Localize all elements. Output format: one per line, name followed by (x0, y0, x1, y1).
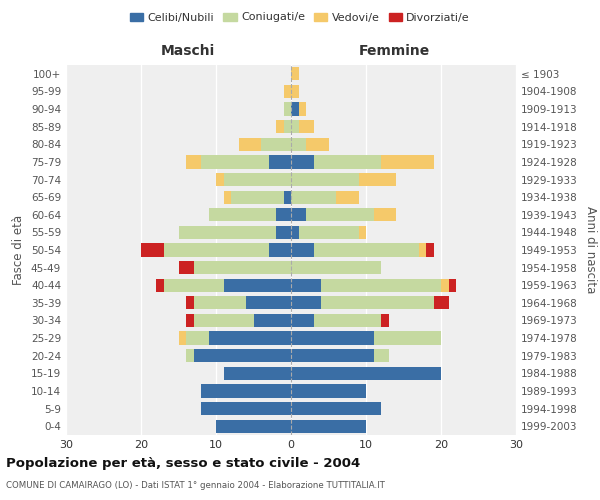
Bar (216, 173, 223, 186)
Bar (186, 314, 193, 327)
Bar (209, 332, 291, 344)
Bar (231, 190, 284, 204)
Bar (156, 278, 163, 292)
Bar (201, 384, 291, 398)
Bar (163, 278, 223, 292)
Bar (291, 402, 381, 415)
Text: Popolazione per età, sesso e stato civile - 2004: Popolazione per età, sesso e stato civil… (6, 458, 360, 470)
Bar (246, 296, 291, 310)
Bar (381, 156, 433, 168)
Bar (291, 366, 441, 380)
Bar (291, 261, 381, 274)
Bar (254, 314, 291, 327)
Bar (269, 156, 291, 168)
Bar (306, 138, 329, 151)
Text: COMUNE DI CAMAIRAGO (LO) - Dati ISTAT 1° gennaio 2004 - Elaborazione TUTTITALIA.: COMUNE DI CAMAIRAGO (LO) - Dati ISTAT 1°… (6, 481, 385, 490)
Bar (284, 190, 291, 204)
Bar (359, 173, 396, 186)
Bar (291, 85, 299, 98)
Bar (291, 244, 314, 256)
Bar (314, 244, 419, 256)
Bar (291, 314, 314, 327)
Bar (426, 244, 433, 256)
Bar (261, 138, 291, 151)
Bar (216, 420, 291, 433)
Y-axis label: Anni di nascita: Anni di nascita (584, 206, 597, 294)
Bar (186, 296, 193, 310)
Bar (209, 208, 276, 222)
Bar (223, 173, 291, 186)
Text: Maschi: Maschi (160, 44, 215, 58)
Bar (179, 261, 193, 274)
Bar (306, 208, 373, 222)
Bar (291, 120, 299, 134)
Bar (284, 120, 291, 134)
Bar (291, 384, 366, 398)
Bar (373, 208, 396, 222)
Bar (186, 332, 209, 344)
Bar (193, 261, 291, 274)
Bar (284, 85, 291, 98)
Bar (193, 349, 291, 362)
Bar (276, 226, 291, 239)
Bar (291, 156, 314, 168)
Bar (291, 67, 299, 80)
Bar (239, 138, 261, 151)
Bar (291, 278, 321, 292)
Bar (291, 226, 299, 239)
Bar (186, 349, 193, 362)
Text: Femmine: Femmine (359, 44, 430, 58)
Y-axis label: Fasce di età: Fasce di età (13, 215, 25, 285)
Bar (291, 349, 373, 362)
Bar (193, 314, 254, 327)
Bar (291, 102, 299, 116)
Bar (179, 226, 276, 239)
Bar (291, 296, 321, 310)
Bar (381, 314, 389, 327)
Bar (299, 120, 314, 134)
Bar (276, 120, 284, 134)
Bar (223, 278, 291, 292)
Bar (291, 420, 366, 433)
Bar (373, 332, 441, 344)
Bar (359, 226, 366, 239)
Bar (141, 244, 163, 256)
Bar (321, 278, 441, 292)
Bar (201, 156, 269, 168)
Bar (449, 278, 456, 292)
Bar (284, 102, 291, 116)
Bar (223, 366, 291, 380)
Bar (179, 332, 186, 344)
Bar (321, 296, 433, 310)
Bar (291, 208, 306, 222)
Bar (269, 244, 291, 256)
Bar (433, 296, 449, 310)
Bar (201, 402, 291, 415)
Bar (373, 349, 389, 362)
Bar (314, 156, 381, 168)
Legend: Celibi/Nubili, Coniugati/e, Vedovi/e, Divorziati/e: Celibi/Nubili, Coniugati/e, Vedovi/e, Di… (125, 8, 475, 27)
Bar (299, 226, 359, 239)
Bar (291, 332, 373, 344)
Bar (299, 102, 306, 116)
Bar (186, 156, 201, 168)
Bar (291, 138, 306, 151)
Bar (419, 244, 426, 256)
Bar (163, 244, 269, 256)
Bar (276, 208, 291, 222)
Bar (441, 278, 449, 292)
Bar (291, 190, 336, 204)
Bar (223, 190, 231, 204)
Bar (336, 190, 359, 204)
Bar (314, 314, 381, 327)
Bar (291, 173, 359, 186)
Bar (193, 296, 246, 310)
